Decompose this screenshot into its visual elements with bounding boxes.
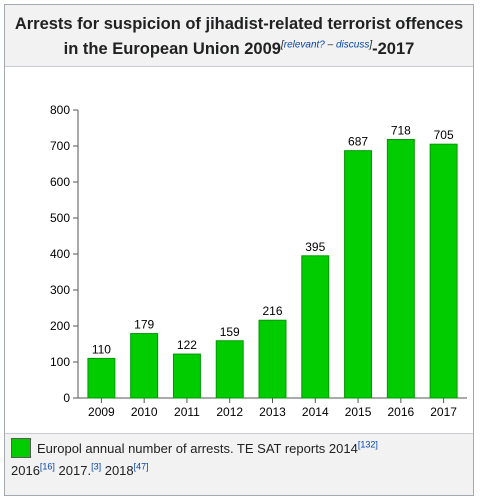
title-line-2-prefix: in the European Union 2009 — [63, 40, 281, 58]
citation-3[interactable]: [3] — [91, 461, 102, 472]
discuss-link[interactable]: discuss — [336, 39, 370, 51]
y-tick-label: 100 — [50, 355, 70, 369]
bar-2009 — [87, 357, 116, 399]
bar-2010 — [130, 333, 159, 399]
x-tick-label-2013: 2013 — [259, 405, 286, 419]
legend-label: Europol annual number of arrests. TE SAT… — [37, 441, 358, 456]
bar-2013 — [258, 319, 287, 399]
chart-title: Arrests for suspicion of jihadist-relate… — [5, 5, 473, 67]
citation-47[interactable]: [47] — [133, 461, 149, 472]
bar-2015 — [344, 150, 373, 399]
y-tick-label: 700 — [50, 139, 70, 153]
bar-chart: 0 100 200 300 400 500 600 700 800 110 2009 179 2010… — [50, 103, 467, 419]
relevant-link[interactable]: relevant? — [283, 39, 325, 51]
y-tick-label: 200 — [50, 319, 70, 333]
title-line-2: in the European Union 2009[relevant? – d… — [5, 37, 473, 62]
y-tick-label: 400 — [50, 247, 70, 261]
bar-2011 — [172, 353, 201, 399]
chart-area: 0 100 200 300 400 500 600 700 800 110 2009 179 2010… — [5, 67, 473, 433]
y-tick-label: 800 — [50, 103, 70, 117]
y-tick-label: 0 — [63, 391, 70, 405]
data-label-2013: 216 — [262, 304, 282, 318]
x-tick-label-2012: 2012 — [216, 405, 243, 419]
data-label-2011: 122 — [177, 338, 197, 352]
note-dash: – — [324, 39, 336, 51]
citation-16[interactable]: [16] — [39, 461, 55, 472]
x-tick-label-2009: 2009 — [88, 405, 115, 419]
title-line-1: Arrests for suspicion of jihadist-relate… — [14, 15, 464, 33]
data-label-2012: 159 — [220, 325, 240, 339]
data-label-2009: 110 — [92, 342, 111, 356]
x-tick-label-2016: 2016 — [387, 405, 414, 419]
x-tick-label-2017: 2017 — [430, 405, 457, 419]
chart-infobox: Arrests for suspicion of jihadist-relate… — [4, 4, 474, 496]
note-open-bracket: [ — [280, 39, 284, 51]
legend-year-2017: 2017. — [54, 463, 92, 478]
y-tick-label: 300 — [50, 283, 70, 297]
title-line-2-suffix: -2017 — [372, 40, 415, 58]
x-tick-label-2010: 2010 — [131, 405, 158, 419]
data-label-2015: 687 — [348, 135, 368, 149]
y-tick-label: 600 — [50, 175, 70, 189]
bar-2017 — [429, 143, 458, 399]
bar-2016 — [386, 139, 415, 399]
citation-132[interactable]: [132] — [357, 439, 378, 450]
x-tick-label-2014: 2014 — [302, 405, 329, 419]
bar-2012 — [215, 340, 244, 399]
data-label-2017: 705 — [434, 128, 454, 142]
legend-year-2016: 2016 — [11, 463, 40, 478]
legend-swatch — [11, 438, 31, 458]
data-label-2014: 395 — [305, 240, 325, 254]
x-tick-label-2011: 2011 — [174, 405, 200, 419]
x-tick-label-2015: 2015 — [345, 405, 372, 419]
bar-2014 — [301, 255, 330, 399]
legend-year-2018: 2018 — [101, 463, 134, 478]
y-tick-label: 500 — [50, 211, 70, 225]
title-note: [relevant? – discuss] — [281, 40, 372, 51]
note-close-bracket: ] — [369, 39, 373, 51]
data-label-2010: 179 — [134, 318, 154, 332]
data-label-2016: 718 — [391, 124, 411, 138]
chart-legend: Europol annual number of arrests. TE SAT… — [5, 433, 473, 495]
